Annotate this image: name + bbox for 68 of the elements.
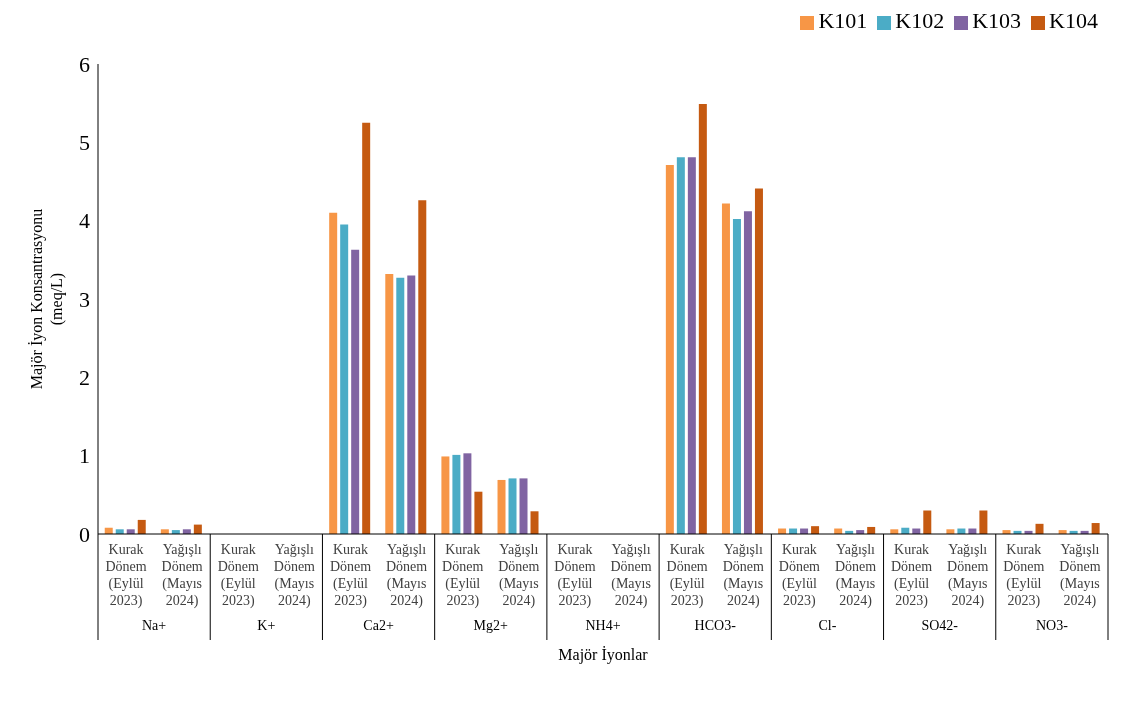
- bar: [698, 103, 707, 534]
- bar: [721, 203, 730, 534]
- bar: [519, 478, 528, 534]
- x-tick-label: Kurak Dönem (Eylül 2023): [666, 542, 708, 609]
- text: Cl-: [818, 618, 837, 633]
- x-axis-title: Majör İyonlar: [558, 646, 649, 664]
- bar: [732, 219, 741, 534]
- bar: [452, 454, 461, 534]
- bar: [137, 519, 146, 534]
- bar: [463, 453, 472, 534]
- text: NH4+: [585, 618, 621, 633]
- text: SO42-: [921, 618, 959, 633]
- y-tick-label: 3: [79, 286, 90, 312]
- x-tick-label: Yağışlı Dönem (Mayıs 2024): [834, 542, 877, 609]
- x-tick-label: Yağışlı Dönem (Mayıs 2024): [273, 542, 316, 609]
- text: NO3-: [1035, 618, 1069, 633]
- x-tick-label: Kurak Dönem (Eylül 2023): [442, 542, 484, 609]
- bar: [407, 275, 416, 534]
- x-tick-label: Kurak Dönem (Eylül 2023): [778, 542, 821, 609]
- bar: [754, 188, 763, 534]
- x-tick-label: Yağışlı Dönem (Mayıs 2024): [610, 542, 652, 609]
- text: Na+: [141, 618, 167, 633]
- x-tick-label: Kurak Dönem (Eylül 2023): [1003, 542, 1045, 609]
- y-tick-label: 2: [79, 365, 90, 391]
- bar: [665, 165, 674, 534]
- text: Ca2+: [363, 618, 394, 633]
- x-tick-label: Kurak Dönem (Eylül 2023): [891, 542, 933, 609]
- bar: [1091, 523, 1100, 534]
- bar: [497, 479, 506, 534]
- bar: [474, 491, 483, 534]
- x-tick-label: Kurak Dönem (Eylül 2023): [105, 542, 147, 609]
- bar: [441, 456, 450, 534]
- bar: [530, 511, 539, 534]
- bar: [676, 157, 685, 534]
- bar: [418, 200, 427, 534]
- text: HCO3-: [694, 618, 737, 633]
- x-tick-label: Yağışlı Dönem (Mayıs 2024): [947, 542, 989, 609]
- bar: [340, 224, 349, 534]
- legend-label: K104: [1049, 8, 1098, 33]
- bar: [385, 273, 394, 534]
- x-tick-label: Yağışlı Dönem (Mayıs 2024): [498, 542, 540, 609]
- bar: [923, 510, 932, 534]
- bar: [351, 249, 360, 534]
- bar: [329, 212, 338, 534]
- x-tick-label: Kurak Dönem (Eylül 2023): [554, 542, 596, 609]
- text: K+: [257, 618, 276, 633]
- bar: [687, 157, 696, 534]
- x-tick-label: Yağışlı Dönem (Mayıs 2024): [386, 542, 428, 609]
- y-tick-label: 1: [79, 443, 90, 469]
- legend-label: K102: [895, 8, 945, 33]
- bar: [979, 510, 988, 534]
- y-tick-label: 6: [79, 51, 90, 77]
- x-tick-label: Kurak Dönem (Eylül 2023): [217, 542, 259, 609]
- bar: [508, 478, 517, 534]
- bar: [396, 277, 405, 534]
- legend-label: K103: [972, 8, 1022, 33]
- y-tick-label: 0: [79, 521, 90, 547]
- y-tick-label: 4: [79, 208, 90, 234]
- y-tick-label: 5: [79, 130, 90, 156]
- x-tick-label: Yağışlı Dönem (Mayıs 2024): [722, 542, 764, 609]
- bar: [362, 122, 371, 534]
- bar: [743, 211, 752, 534]
- y-axis-title: Majör İyon Konsantrasyonu (meq/L): [28, 208, 66, 390]
- x-tick-label: Kurak Dönem (Eylül 2023): [329, 542, 372, 609]
- text: Mg2+: [473, 618, 509, 633]
- legend-label: K101: [818, 8, 868, 33]
- x-tick-label: Yağışlı Dönem (Mayıs 2024): [1059, 542, 1101, 609]
- x-tick-label: Yağışlı Dönem (Mayıs 2024): [161, 542, 203, 609]
